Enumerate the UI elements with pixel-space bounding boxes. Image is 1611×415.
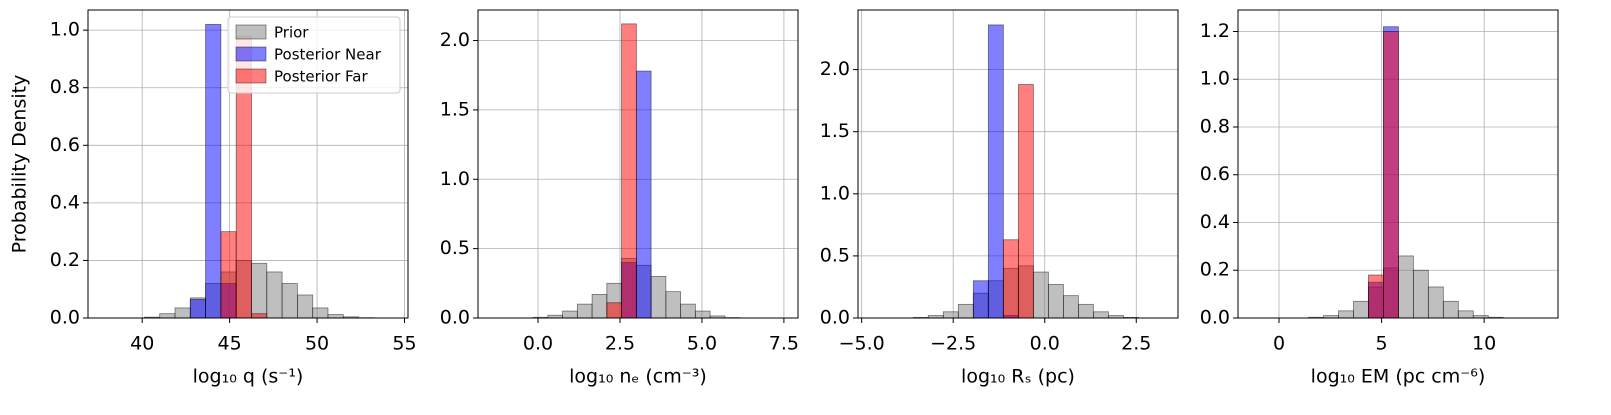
y-tick-label: 0.4 — [1200, 211, 1230, 233]
legend: Prior Posterior Near Posterior Far — [228, 17, 400, 93]
bar — [1383, 31, 1398, 318]
y-tick-label: 0.5 — [440, 237, 470, 259]
x-tick-label: 5 — [1376, 333, 1388, 355]
y-tick-label: 0.2 — [50, 249, 80, 271]
y-tick-label: 2.0 — [820, 58, 850, 80]
x-tick-label: 5.0 — [687, 333, 717, 355]
y-tick-label: 0.6 — [50, 134, 80, 156]
bar — [328, 315, 343, 318]
bar — [251, 314, 266, 318]
bar — [282, 283, 297, 318]
panel: 0.0 0.2 0.4 0.6 0.8 1.0 40 45 50 55 log₁₀ q (s⁻¹) P… — [9, 10, 417, 388]
panel: 0.0 0.5 1.0 1.5 2.0 −5.0 −2.5 0.0 2.5 log₁₀ Rₛ (p… — [820, 10, 1178, 388]
y-tick-label: 0.0 — [1200, 307, 1230, 329]
x-axis-label: log₁₀ q (s⁻¹) — [193, 366, 304, 388]
legend-swatch — [236, 69, 266, 83]
x-tick-label: 2.5 — [605, 333, 635, 355]
bar — [607, 303, 622, 318]
y-tick-label: 1.0 — [1200, 68, 1230, 90]
bar — [1368, 275, 1383, 318]
bar — [313, 308, 328, 318]
panel: 0.0 0.5 1.0 1.5 2.0 0.0 2.5 5.0 7.5 log₁₀ nₑ (cm⁻… — [440, 10, 799, 388]
bar — [1353, 301, 1368, 318]
bar — [175, 308, 190, 318]
bar — [206, 24, 221, 318]
y-tick-label: 0.0 — [440, 307, 470, 329]
y-tick-label: 0.0 — [820, 307, 850, 329]
bar — [1398, 256, 1413, 318]
legend-label: Posterior Near — [274, 46, 382, 64]
panel: 0.0 0.2 0.4 0.6 0.8 1.0 1.2 0 5 10 log₁₀ EM (pc cm… — [1200, 10, 1558, 388]
x-tick-label: 10 — [1472, 333, 1496, 355]
bar — [622, 24, 637, 318]
y-tick-label: 2.0 — [440, 29, 470, 51]
bar — [695, 311, 710, 318]
x-tick-label: −5.0 — [839, 333, 885, 355]
x-axis-label: log₁₀ nₑ (cm⁻³) — [569, 366, 707, 388]
x-tick-label: 0 — [1273, 333, 1285, 355]
bar — [577, 304, 592, 318]
y-tick-label: 1.0 — [440, 168, 470, 190]
y-tick-label: 1.5 — [820, 120, 850, 142]
x-tick-label: 40 — [130, 333, 154, 355]
x-tick-label: 7.5 — [769, 333, 799, 355]
bar — [651, 276, 666, 318]
x-tick-label: 0.0 — [1030, 333, 1060, 355]
bar — [1339, 311, 1354, 318]
y-tick-label: 0.0 — [50, 307, 80, 329]
bar — [221, 232, 236, 318]
bar — [1018, 85, 1033, 318]
x-axis-label: log₁₀ EM (pc cm⁻⁶) — [1311, 366, 1486, 388]
y-tick-label: 0.5 — [820, 244, 850, 266]
bar — [666, 292, 681, 318]
bar — [592, 294, 607, 318]
bar — [563, 311, 578, 318]
bar — [1428, 287, 1443, 318]
bar — [1413, 270, 1428, 318]
y-tick-label: 1.0 — [820, 182, 850, 204]
bar — [190, 299, 205, 318]
y-tick-label: 0.2 — [1200, 259, 1230, 281]
bar — [943, 312, 958, 318]
legend-label: Prior — [274, 24, 309, 42]
legend-swatch — [236, 25, 266, 39]
bar — [1078, 304, 1093, 318]
y-tick-label: 0.8 — [1200, 115, 1230, 137]
bar — [973, 281, 988, 318]
bar — [267, 272, 282, 318]
y-axis-label: Probability Density — [9, 75, 31, 254]
x-tick-label: −2.5 — [930, 333, 976, 355]
x-tick-label: 45 — [218, 333, 242, 355]
bar — [681, 304, 696, 318]
legend-swatch — [236, 47, 266, 61]
bar — [297, 295, 312, 318]
y-tick-label: 1.2 — [1200, 20, 1230, 42]
x-tick-label: 2.5 — [1121, 333, 1151, 355]
y-tick-label: 0.4 — [50, 191, 80, 213]
y-tick-label: 1.0 — [50, 19, 80, 41]
x-tick-label: 0.0 — [523, 333, 553, 355]
bar — [160, 314, 175, 318]
y-tick-label: 1.5 — [440, 98, 470, 120]
bar — [1093, 312, 1108, 318]
bar — [988, 25, 1003, 318]
y-tick-label: 0.8 — [50, 76, 80, 98]
x-tick-label: 50 — [305, 333, 329, 355]
bar — [1048, 284, 1063, 318]
bar — [1443, 301, 1458, 318]
legend-label: Posterior Far — [274, 68, 369, 86]
bar — [958, 304, 973, 318]
bar — [1003, 240, 1018, 318]
bar — [1033, 272, 1048, 318]
bar — [1458, 311, 1473, 318]
bar — [1063, 296, 1078, 318]
bar — [251, 263, 266, 318]
y-tick-label: 0.6 — [1200, 163, 1230, 185]
x-axis-label: log₁₀ Rₛ (pc) — [961, 366, 1075, 388]
bar — [636, 71, 651, 318]
x-tick-label: 55 — [392, 333, 416, 355]
